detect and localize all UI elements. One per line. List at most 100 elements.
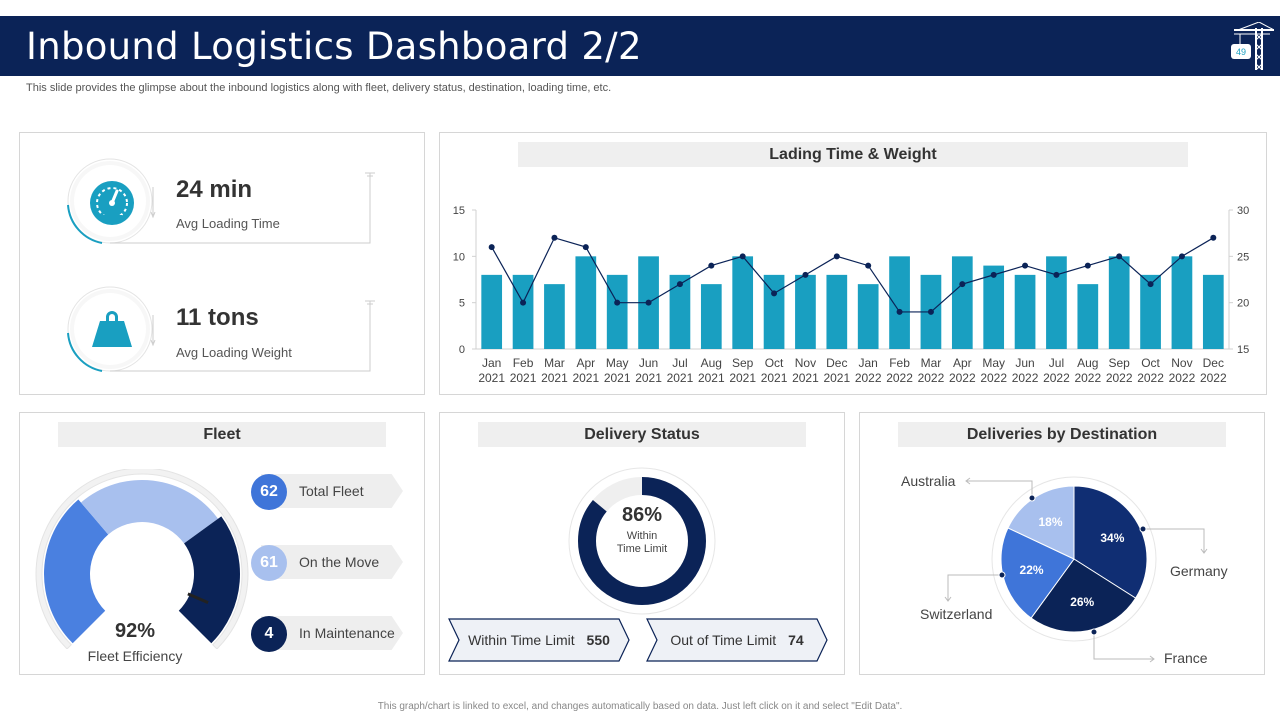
weight-point-6 (676, 281, 683, 288)
weight-point-23 (1210, 234, 1217, 241)
delivery-donut (568, 467, 716, 615)
x-tick-month: Apr (576, 356, 595, 370)
x-tick-month: Mar (921, 356, 942, 370)
speedometer-icon (90, 181, 134, 225)
x-tick-year: 2022 (1074, 371, 1101, 385)
x-tick-year: 2022 (949, 371, 976, 385)
x-tick-year: 2021 (541, 371, 568, 385)
weight-point-20 (1116, 253, 1123, 260)
fleet-item-total: 62 Total Fleet (251, 474, 403, 510)
x-tick-year: 2021 (510, 371, 537, 385)
delivery-caption-2: Time Limit (616, 543, 668, 555)
fleet-item-maintenance: 4 In Maintenance (251, 616, 403, 652)
weight-point-8 (739, 253, 746, 260)
delivery-caption-1: Within (626, 530, 658, 542)
weight-icon (92, 311, 132, 347)
x-tick-year: 2021 (604, 371, 631, 385)
pie-value-france: 26% (1070, 595, 1094, 609)
bar-jun-2022 (1014, 274, 1036, 349)
delivery-percent: 86% (621, 504, 663, 526)
x-tick-month: Aug (1077, 356, 1098, 370)
weight-point-0 (488, 244, 495, 251)
x-tick-year: 2022 (886, 371, 913, 385)
bar-aug-2022 (1077, 284, 1099, 349)
weight-point-4 (614, 299, 621, 306)
x-tick-month: Nov (1171, 356, 1192, 370)
x-tick-month: Feb (513, 356, 534, 370)
bar-dec-2021 (826, 274, 848, 349)
x-tick-month: Jun (639, 356, 658, 370)
fleet-maintenance-value: 4 (251, 616, 287, 652)
pie-leader-3 (966, 480, 1033, 498)
x-tick-year: 2022 (1012, 371, 1039, 385)
y-tick-label: 5 (459, 298, 465, 310)
bar-dec-2022 (1202, 274, 1224, 349)
pie-leader-dot-2 (998, 571, 1006, 579)
weight-point-10 (802, 271, 809, 278)
x-tick-month: Sep (732, 356, 754, 370)
pie-label-france: France (1164, 650, 1208, 666)
bar-oct-2021 (763, 274, 785, 349)
lading-chart-panel: Lading Time & Weight 0 5 10 15 15 20 25 30 Jan 20… (439, 132, 1267, 395)
x-tick-year: 2022 (1043, 371, 1070, 385)
pie-value-switzerland: 22% (1020, 563, 1044, 577)
pie-label-germany: Germany (1170, 563, 1228, 579)
out-limit-chevron: Out of Time Limit 74 (645, 617, 829, 663)
weight-point-14 (927, 308, 934, 315)
bar-sep-2021 (732, 256, 754, 349)
crane-icon: 49 (1230, 21, 1275, 71)
x-tick-month: Jul (672, 356, 687, 370)
bar-jul-2022 (1046, 256, 1067, 349)
pie-label-australia: Australia (901, 473, 956, 489)
within-limit-text: Within Time Limit 550 (447, 632, 631, 648)
x-tick-year: 2021 (478, 371, 505, 385)
bar-aug-2021 (700, 284, 722, 349)
fleet-total-label: Total Fleet (299, 483, 364, 499)
y2-tick-label: 25 (1237, 251, 1249, 263)
y2-tick-label: 15 (1237, 344, 1249, 356)
weight-line (491, 237, 1214, 313)
delivery-donut-arc (578, 477, 706, 605)
fleet-total-value: 62 (251, 474, 287, 510)
delivery-title: Delivery Status (478, 422, 806, 447)
fleet-efficiency-value: 92% (114, 620, 156, 642)
lading-chart-title: Lading Time & Weight (518, 142, 1188, 167)
within-limit-chevron: Within Time Limit 550 (447, 617, 631, 663)
fleet-maintenance-label: In Maintenance (299, 625, 395, 641)
within-limit-value: 550 (586, 632, 610, 648)
slide-subtitle: This slide provides the glimpse about th… (26, 82, 612, 94)
fleet-panel: Fleet 92% Fleet Efficiency (19, 412, 425, 675)
loading-weight-value: 11 tons (176, 304, 259, 331)
pie-leader-dot-3 (1028, 494, 1036, 502)
fleet-item-moving: 61 On the Move (251, 545, 403, 581)
out-limit-text: Out of Time Limit 74 (645, 632, 829, 648)
weight-point-1 (520, 299, 527, 306)
weight-point-7 (708, 262, 715, 269)
bar-jan-2021 (481, 274, 503, 349)
pie-value-germany: 34% (1100, 531, 1124, 545)
bar-jan-2022 (857, 284, 879, 349)
gauge-rim (35, 469, 249, 649)
x-tick-month: Apr (953, 356, 972, 370)
gauge-segment-1 (43, 499, 109, 644)
kpi-panel: 24 min Avg Loading Time 11 tons Avg Load… (19, 132, 425, 395)
gauge-segment-2 (80, 480, 219, 544)
weight-point-17 (1022, 262, 1029, 269)
weight-point-11 (833, 253, 840, 260)
loading-time-value: 24 min (176, 176, 253, 203)
lading-chart: 05101515202530Jan2021Feb2021Mar2021Apr20… (453, 205, 1250, 385)
pie-leader-1 (1093, 632, 1154, 660)
x-tick-year: 2022 (1106, 371, 1133, 385)
bar-may-2022 (983, 265, 1005, 349)
fleet-title: Fleet (58, 422, 386, 447)
weight-point-19 (1084, 262, 1091, 269)
y2-tick-label: 30 (1237, 205, 1249, 217)
fleet-efficiency-label: Fleet Efficiency (87, 648, 183, 664)
x-tick-month: Jun (1015, 356, 1034, 370)
x-tick-year: 2021 (761, 371, 788, 385)
weight-point-9 (771, 290, 778, 297)
within-limit-label: Within Time Limit (468, 632, 575, 648)
pie-label-switzerland: Switzerland (920, 606, 993, 622)
x-tick-month: Dec (826, 356, 847, 370)
weight-point-21 (1147, 281, 1154, 288)
